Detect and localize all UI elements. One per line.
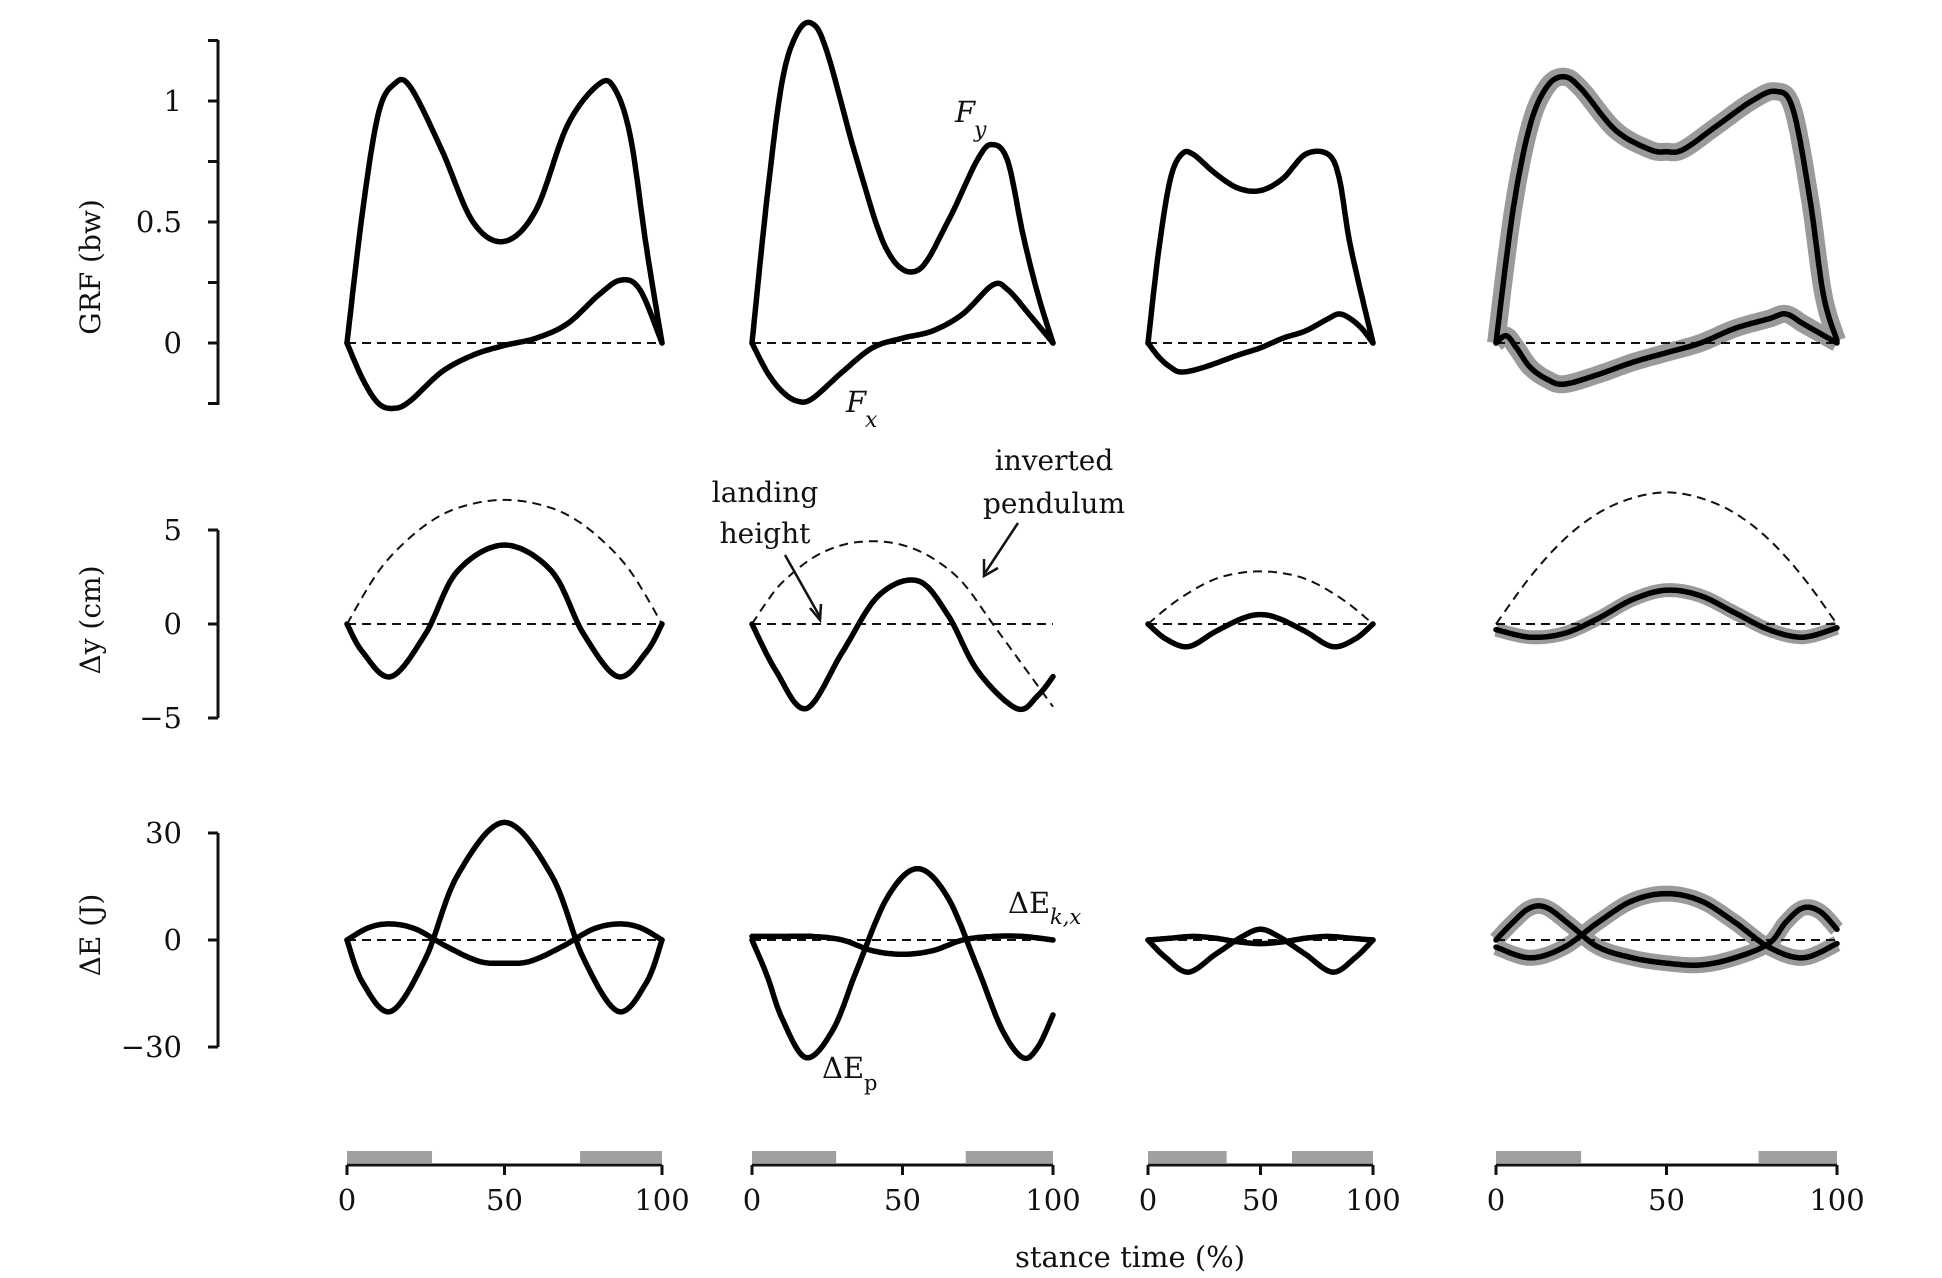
x-tick-label-panel-2-2: 100	[1025, 1183, 1080, 1217]
y-tick-label-de-0: 30	[145, 816, 182, 850]
curve-dy-solid-panel-1	[344, 542, 665, 680]
phase-segment-panel-2-1	[836, 1151, 966, 1163]
y-tick-label-dy-1: 0	[164, 607, 182, 641]
error-band-grf-Fx-panel-4	[1490, 304, 1842, 394]
phase-segment-panel-2-0	[752, 1151, 837, 1163]
curve-de-Ep-panel-2	[749, 865, 1056, 1062]
x-tick-label-panel-1-1: 50	[486, 1183, 523, 1217]
curve-de-Ep-panel-3	[1145, 926, 1376, 975]
annotation-pendulum-line2: pendulum	[983, 487, 1125, 520]
inverted-pendulum-curve-panel-3	[1147, 570, 1374, 625]
x-tick-label-panel-2-1: 50	[884, 1183, 921, 1217]
y-axis-label-dy: Δy (cm)	[74, 565, 107, 674]
curve-dy-solid-panel-4	[1493, 587, 1840, 641]
curve-grf-Fy-panel-1	[344, 76, 665, 346]
y-tick-label-de-2: −30	[121, 1030, 182, 1064]
x-tick-label-panel-4-1: 50	[1648, 1183, 1685, 1217]
curve-de-Ep-panel-4	[1493, 890, 1840, 961]
curve-layer	[344, 19, 1840, 1062]
phase-segment-panel-1-2	[580, 1151, 662, 1163]
curve-de-Ep-panel-1	[344, 819, 665, 1015]
inverted-pendulum-curve-panel-1	[346, 498, 663, 625]
x-tick-label-panel-1-0: 0	[338, 1183, 356, 1217]
y-axis-label-grf: GRF (bw)	[74, 199, 107, 335]
curve-grf-Fx-panel-4	[1493, 311, 1840, 388]
x-tick-label-panel-3-2: 100	[1345, 1183, 1400, 1217]
phase-segment-panel-4-2	[1758, 1151, 1837, 1163]
pendulum-arrow-head	[982, 559, 999, 579]
phase-segment-panel-3-1	[1226, 1151, 1292, 1163]
annotation-ekx-sub: k,x	[1050, 905, 1081, 929]
annotation-fx-sub: x	[865, 408, 878, 433]
y-tick-label-dy-2: −5	[139, 701, 182, 735]
curve-dy-solid-panel-2	[749, 577, 1056, 713]
curve-de-Ekx-panel-1	[344, 921, 665, 967]
phase-segment-panel-4-1	[1581, 1151, 1759, 1163]
curve-grf-Fx-panel-1	[344, 277, 665, 412]
curve-grf-Fx-panel-3	[1145, 311, 1376, 375]
x-tick-label-panel-1-2: 100	[634, 1183, 689, 1217]
phase-bar-layer: 0 50 100 0 50 100 0 50 100 0 50 100	[338, 1151, 1865, 1217]
phase-segment-panel-4-0	[1496, 1151, 1582, 1163]
y-tick-label-dy-0: 5	[164, 513, 182, 547]
annotation-ekx-main: ΔE	[1008, 886, 1050, 920]
annotation-fy-main: F	[954, 95, 976, 129]
landing-arrow-line	[783, 554, 822, 618]
curve-grf-Fy-panel-3	[1145, 148, 1376, 346]
phase-segment-panel-3-2	[1292, 1151, 1373, 1163]
x-tick-label-panel-4-0: 0	[1487, 1183, 1505, 1217]
curve-grf-Fy-panel-4	[1493, 74, 1840, 346]
annotation-inverted-pendulum: inverted pendulum	[982, 444, 1125, 579]
annotation-ep-main: ΔE	[822, 1051, 864, 1085]
annotation-landing-line1: landing	[712, 476, 819, 509]
inverted-pendulum-curve-panel-4	[1495, 491, 1838, 625]
y-axis-label-de: ΔE (J)	[74, 894, 107, 977]
y-tick-label-grf-1: 0.5	[136, 205, 182, 239]
x-tick-label-panel-3-1: 50	[1242, 1183, 1279, 1217]
error-band-layer	[1487, 67, 1846, 974]
annotation-ekx: ΔE k,x	[1008, 886, 1081, 929]
x-tick-label-panel-3-0: 0	[1139, 1183, 1157, 1217]
annotation-fx-main: F	[845, 385, 867, 419]
annotation-ep-sub: p	[864, 1071, 877, 1095]
curve-de-Ekx-panel-2	[749, 933, 1056, 958]
annotation-fx: F x	[845, 385, 878, 433]
axes-layer: 1 0.5 0 5 0 −5 30 0 −30	[121, 39, 220, 1064]
y-tick-label-grf-2: 0	[164, 326, 182, 360]
curve-de-Ekx-panel-4	[1493, 903, 1840, 968]
phase-segment-panel-1-1	[432, 1151, 581, 1163]
error-band-de-Ekx-panel-4	[1490, 897, 1843, 974]
curve-grf-Fx-panel-2	[749, 280, 1056, 405]
y-tick-label-de-1: 0	[164, 923, 182, 957]
inverted-pendulum-curve-panel-2	[751, 540, 1054, 708]
annotation-landing-height: landing height	[712, 476, 823, 624]
pendulum-arrow-line	[983, 522, 1020, 574]
curve-grf-Fy-panel-2	[749, 19, 1056, 346]
x-tick-label-panel-2-0: 0	[743, 1183, 761, 1217]
x-tick-label-panel-4-2: 100	[1809, 1183, 1864, 1217]
annotation-pendulum-line1: inverted	[995, 444, 1114, 477]
landing-arrow-head	[809, 603, 823, 624]
annotation-fy-sub: y	[973, 118, 987, 143]
x-axis-label: stance time (%)	[1015, 1240, 1245, 1274]
curve-de-Ekx-panel-3	[1145, 933, 1376, 947]
y-tick-label-grf-0: 1	[164, 84, 182, 118]
phase-segment-panel-1-0	[347, 1151, 433, 1163]
phase-segment-panel-3-0	[1148, 1151, 1227, 1163]
phase-segment-panel-2-2	[965, 1151, 1053, 1163]
annotation-fy: F y	[954, 95, 987, 143]
annotation-ep: ΔE p	[822, 1051, 877, 1095]
reference-line-layer	[346, 342, 1838, 941]
annotation-landing-line2: height	[720, 517, 812, 550]
curve-dy-solid-panel-3	[1145, 611, 1376, 650]
